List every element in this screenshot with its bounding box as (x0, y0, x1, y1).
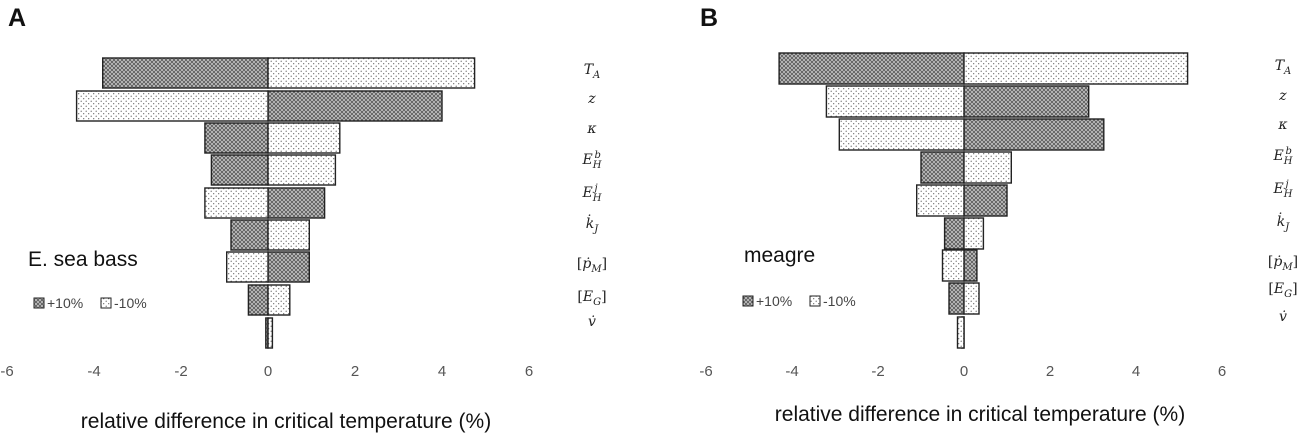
bar-plus-7 (267, 251, 310, 283)
panel-a-x-ticks: -6 -4 -2 0 2 4 6 (0, 363, 533, 380)
legend-plus-swatch (742, 295, 754, 307)
legend-minus-swatch (100, 297, 112, 309)
x-tick-label-4: 0 (264, 363, 272, 380)
parameter-label-9: v̇ (1279, 309, 1287, 325)
parameter-label-8: [EG] (577, 289, 606, 308)
panel-a-legend: +10% -10% (33, 295, 147, 311)
parameter-label-3: κ (586, 121, 596, 137)
x-tick-label-3: -2 (871, 363, 884, 380)
bar-plus-6 (230, 219, 269, 251)
bar-plus-4 (210, 154, 269, 186)
parameter-label-2: z (1278, 88, 1287, 104)
bar-plus-2 (267, 90, 443, 122)
legend-plus-label: +10% (756, 293, 792, 309)
x-tick-label-1: -6 (0, 363, 13, 380)
bar-plus-6 (943, 217, 965, 250)
x-tick-label-2: -4 (87, 363, 100, 380)
bar-minus-8 (267, 284, 291, 316)
bar-plus-1 (778, 52, 965, 85)
bar-minus-3 (838, 118, 965, 151)
bar-minus-9 (956, 316, 965, 349)
bar-plus-8 (247, 284, 269, 316)
x-tick-label-5: 2 (351, 363, 359, 380)
parameter-label-5: EHj (582, 183, 602, 204)
panel-a-species-label: E. sea bass (28, 248, 138, 271)
bar-plus-2 (963, 85, 1090, 118)
bar-plus-8 (948, 282, 965, 315)
bar-minus-8 (963, 282, 980, 315)
panel-b-x-axis-title: relative difference in critical temperat… (775, 403, 1185, 426)
bar-plus-5 (267, 187, 326, 219)
bar-minus-1 (267, 57, 476, 89)
bar-minus-5 (916, 184, 965, 217)
panel-b-parameter-labels: TA zκ EHb EHj k̇J [ṗM] [EG] v̇ (1268, 58, 1298, 325)
panel-a-label: A (8, 4, 26, 32)
x-tick-label-7: 6 (525, 363, 533, 380)
parameter-label-1: TA (1275, 58, 1292, 77)
x-tick-label-4: 0 (960, 363, 968, 380)
bar-plus-7 (963, 249, 978, 282)
x-tick-label-1: -6 (699, 363, 712, 380)
parameter-label-7: [ṗM] (1268, 254, 1298, 273)
bar-plus-4 (920, 151, 965, 184)
bar-minus-2 (75, 90, 269, 122)
x-tick-label-6: 4 (438, 363, 446, 380)
parameter-label-6: k̇J (586, 213, 599, 235)
bar-minus-5 (204, 187, 269, 219)
bar-minus-3 (267, 122, 341, 154)
bar-minus-9 (267, 317, 274, 349)
x-tick-label-3: -2 (174, 363, 187, 380)
legend-minus-label: -10% (114, 295, 147, 311)
panel-a: A -6 -4 -2 0 2 4 6 TA zκ EHb EHj k̇J [ṗM] [EG] v̇ E. … (0, 4, 607, 433)
panel-a-x-axis-title: relative difference in critical temperat… (81, 410, 491, 433)
panel-b-species-label: meagre (744, 244, 815, 267)
bar-minus-6 (963, 217, 985, 250)
legend-minus-swatch (809, 295, 821, 307)
bar-minus-7 (225, 251, 269, 283)
bar-minus-4 (963, 151, 1012, 184)
panel-b-legend: +10% -10% (742, 293, 856, 309)
bar-plus-3 (963, 118, 1105, 151)
x-tick-label-7: 6 (1218, 363, 1226, 380)
parameter-label-1: TA (584, 62, 601, 81)
panel-b: B -6 -4 -2 0 2 4 6 TA zκ EHb EHj k̇J [ṗM] [EG] v̇ mea… (699, 4, 1298, 426)
x-tick-label-5: 2 (1046, 363, 1054, 380)
bar-minus-7 (941, 249, 965, 282)
parameter-label-9: v̇ (588, 314, 596, 330)
legend-minus-label: -10% (823, 293, 856, 309)
parameter-label-2: z (587, 91, 596, 107)
bar-plus-3 (204, 122, 269, 154)
bar-minus-1 (963, 52, 1189, 85)
panel-b-label: B (700, 4, 718, 32)
x-tick-label-6: 4 (1132, 363, 1140, 380)
legend-plus-label: +10% (47, 295, 83, 311)
parameter-label-3: κ (1277, 117, 1287, 133)
parameter-label-4: EHb (582, 150, 602, 171)
panel-a-parameter-labels: TA zκ EHb EHj k̇J [ṗM] [EG] v̇ (577, 62, 607, 330)
legend-plus-swatch (33, 297, 45, 309)
bar-minus-2 (825, 85, 965, 118)
panel-a-bars (75, 57, 476, 349)
bar-plus-1 (101, 57, 269, 89)
parameter-label-4: EHb (1273, 146, 1293, 167)
parameter-label-8: [EG] (1268, 281, 1297, 300)
panel-b-x-ticks: -6 -4 -2 0 2 4 6 (699, 363, 1226, 380)
bar-plus-5 (963, 184, 1008, 217)
parameter-label-5: EHj (1273, 179, 1293, 200)
parameter-label-6: k̇J (1277, 211, 1290, 233)
bar-minus-6 (267, 219, 310, 251)
bar-minus-4 (267, 154, 337, 186)
x-tick-label-2: -4 (785, 363, 798, 380)
panel-b-bars (778, 52, 1189, 349)
parameter-label-7: [ṗM] (577, 256, 607, 275)
